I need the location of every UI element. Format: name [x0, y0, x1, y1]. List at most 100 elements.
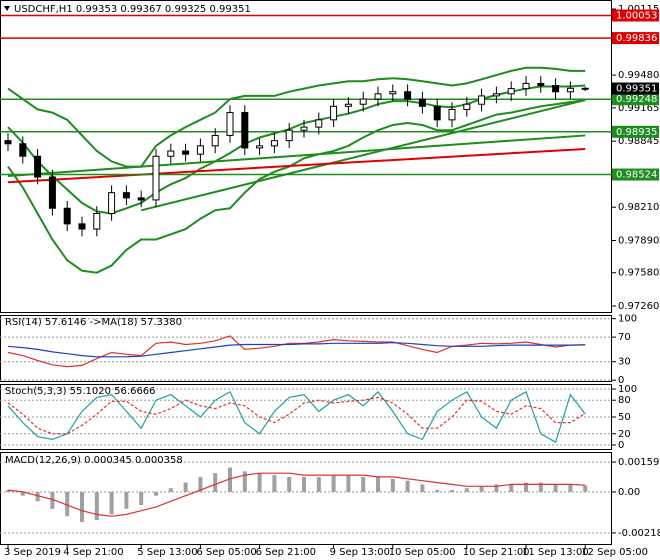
histogram-bar [479, 486, 484, 492]
candle-body [300, 126, 308, 131]
level-label-box [612, 93, 659, 106]
band-line [7, 84, 586, 215]
trend-line [7, 147, 586, 184]
histogram-bar [154, 491, 158, 496]
candle-body [507, 88, 515, 95]
x-tick-label: 5 Sep 13:00 [137, 547, 197, 558]
candle-body [330, 105, 338, 121]
candle-body [566, 87, 574, 93]
y-tick-label: 0.97260 [618, 301, 659, 312]
candle-body [344, 103, 352, 107]
x-tick-label: 4 Sep 21:00 [63, 547, 123, 558]
histogram-bar [213, 473, 218, 492]
indicator-line [7, 342, 586, 358]
y-tick-label: 100 [618, 314, 637, 325]
histogram-bar [272, 475, 277, 492]
level-label-box [612, 168, 659, 181]
band-line [7, 66, 586, 168]
panel-frame [0, 452, 612, 545]
x-tick-label: 3 Sep 2019 [4, 547, 61, 558]
histogram-bar [80, 491, 84, 522]
panel-title: Stoch(5,3,3) 55.1020 56.6666 [5, 386, 156, 397]
histogram-bar [109, 491, 114, 515]
y-tick-label: 20 [618, 429, 631, 440]
candle-body [34, 155, 42, 178]
candle-body [93, 212, 101, 230]
y-tick-label: 50 [618, 412, 631, 423]
candle-body [374, 93, 382, 100]
y-tick-label: 30 [618, 357, 631, 368]
y-tick-label: 0.97890 [618, 235, 659, 246]
x-tick-label: 6 Sep 05:00 [196, 547, 256, 558]
histogram-bar [198, 476, 203, 492]
histogram-bar [390, 478, 395, 492]
y-tick-label: 70 [618, 332, 631, 343]
candle-body [4, 140, 12, 145]
candle-body [152, 155, 160, 201]
x-tick-label: 12 Sep 05:00 [581, 547, 648, 558]
histogram-bar [316, 476, 321, 492]
band-line [7, 99, 586, 274]
trend-line [140, 99, 586, 212]
y-tick-label: 80 [618, 395, 631, 406]
histogram-bar [376, 476, 380, 492]
candle-body [537, 82, 545, 87]
candle-body [167, 150, 175, 157]
level-label-box [612, 125, 659, 138]
level-label: 1.00053 [616, 10, 657, 21]
x-tick-label: 9 Sep 13:00 [330, 547, 390, 558]
candle-body [182, 150, 190, 155]
y-tick-label: 0.98210 [618, 202, 659, 213]
y-tick-label: 0.97580 [618, 268, 659, 279]
histogram-bar [287, 476, 292, 492]
candle-body [137, 197, 145, 201]
y-tick-label: -0.002187 [618, 528, 660, 539]
candle-body [492, 93, 500, 97]
candle-body [448, 108, 456, 121]
signal-line [7, 472, 586, 517]
candle-body [63, 207, 71, 225]
histogram-bar [553, 484, 558, 492]
candle-body [108, 192, 116, 214]
candle-body [404, 91, 412, 100]
level-label: 0.98935 [616, 127, 657, 138]
indicator-line [7, 335, 586, 368]
y-tick-label: 0 [618, 375, 624, 386]
candle-body [315, 119, 323, 128]
chart-title: USDCHF,H1 0.99353 0.99367 0.99325 0.9935… [14, 4, 251, 15]
histogram-bar [6, 490, 10, 492]
histogram-bar [124, 491, 129, 509]
histogram-bar [583, 485, 588, 492]
histogram-bar [242, 471, 247, 492]
y-tick-label: 0.00 [618, 487, 640, 498]
candle-body [418, 98, 426, 107]
candle-body [581, 87, 589, 90]
candle-body [478, 95, 486, 105]
histogram-bar [228, 467, 232, 492]
histogram-bar [139, 491, 144, 506]
candle-body [241, 112, 249, 149]
histogram-bar [65, 491, 70, 517]
histogram-bar [183, 482, 188, 492]
candle-body [48, 176, 56, 209]
histogram-bar [420, 484, 425, 492]
y-tick-label: 0.99480 [618, 70, 659, 81]
candle-body [256, 145, 264, 149]
histogram-bar [538, 482, 543, 492]
candle-body [359, 98, 367, 105]
candle-body [285, 129, 293, 142]
indicator-line [7, 396, 586, 435]
histogram-bar [494, 484, 499, 492]
x-tick-label: 10 Sep 05:00 [389, 547, 456, 558]
symbol-icon [4, 6, 10, 11]
level-label: 0.98524 [616, 170, 657, 181]
level-label: 0.99836 [616, 33, 657, 44]
panel-title: MACD(12,26,9) 0.000345 0.000358 [5, 455, 183, 466]
y-tick-label: 0 [618, 440, 624, 451]
indicator-line [7, 390, 586, 444]
y-tick-label: 0.99165 [618, 103, 659, 114]
histogram-bar [302, 476, 306, 492]
candle-body [389, 91, 397, 95]
x-tick-label: 6 Sep 21:00 [256, 547, 316, 558]
